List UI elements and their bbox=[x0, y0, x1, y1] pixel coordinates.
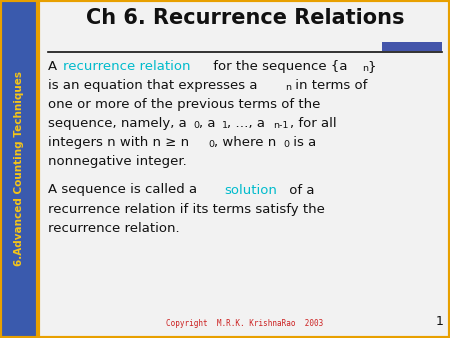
Bar bbox=[382, 42, 442, 51]
Text: }: } bbox=[367, 60, 376, 73]
Text: 1: 1 bbox=[222, 121, 228, 130]
Text: is an equation that expresses a: is an equation that expresses a bbox=[48, 79, 257, 92]
Text: Copyright  M.R.K. KrishnaRao  2003: Copyright M.R.K. KrishnaRao 2003 bbox=[166, 319, 324, 328]
Text: n-1: n-1 bbox=[273, 121, 288, 130]
Text: solution: solution bbox=[224, 184, 277, 196]
Text: , where n: , where n bbox=[214, 136, 276, 149]
Text: recurrence relation if its terms satisfy the: recurrence relation if its terms satisfy… bbox=[48, 202, 325, 216]
Text: for the sequence {a: for the sequence {a bbox=[209, 60, 347, 73]
Text: in terms of: in terms of bbox=[291, 79, 367, 92]
Text: one or more of the previous terms of the: one or more of the previous terms of the bbox=[48, 98, 320, 111]
Text: 0: 0 bbox=[209, 140, 215, 149]
Text: is a: is a bbox=[288, 136, 316, 149]
Text: , …, a: , …, a bbox=[227, 117, 266, 130]
Text: 6.Advanced Counting Techniques: 6.Advanced Counting Techniques bbox=[14, 72, 24, 266]
Text: , a: , a bbox=[199, 117, 216, 130]
Text: integers n with n ≥ n: integers n with n ≥ n bbox=[48, 136, 189, 149]
Text: A: A bbox=[48, 60, 61, 73]
Text: recurrence relation: recurrence relation bbox=[63, 60, 191, 73]
Text: n: n bbox=[362, 64, 368, 73]
Bar bbox=[0, 0, 38, 338]
Text: of a: of a bbox=[285, 184, 315, 196]
Text: 0: 0 bbox=[283, 140, 289, 149]
Text: A sequence is called a: A sequence is called a bbox=[48, 184, 202, 196]
Text: 1: 1 bbox=[436, 315, 444, 328]
Text: , for all: , for all bbox=[290, 117, 337, 130]
Text: n: n bbox=[285, 83, 291, 92]
Text: 0: 0 bbox=[194, 121, 199, 130]
Text: sequence, namely, a: sequence, namely, a bbox=[48, 117, 187, 130]
Text: Ch 6. Recurrence Relations: Ch 6. Recurrence Relations bbox=[86, 8, 404, 28]
Text: recurrence relation.: recurrence relation. bbox=[48, 221, 180, 235]
Text: nonnegative integer.: nonnegative integer. bbox=[48, 155, 187, 168]
